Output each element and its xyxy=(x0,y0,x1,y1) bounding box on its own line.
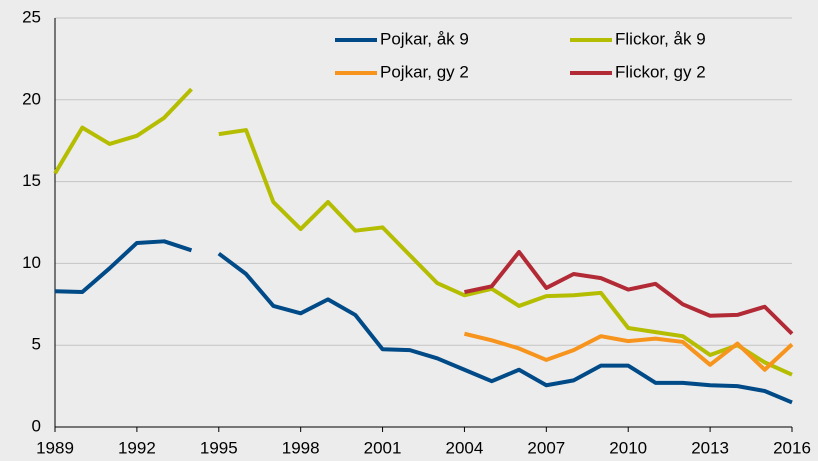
y-tick-label: 5 xyxy=(32,335,41,354)
y-tick-label: 0 xyxy=(32,416,41,435)
x-tick-label: 1992 xyxy=(118,438,156,457)
y-tick-label: 25 xyxy=(22,7,41,26)
x-tick-label: 2007 xyxy=(527,438,565,457)
y-tick-label: 10 xyxy=(22,253,41,272)
legend-label: Pojkar, åk 9 xyxy=(380,29,469,48)
line-series xyxy=(463,331,794,372)
x-tick-label: 1995 xyxy=(200,438,238,457)
x-tick-label: 2013 xyxy=(691,438,729,457)
legend-label: Flickor, åk 9 xyxy=(615,29,706,48)
x-tick-label: 1989 xyxy=(36,438,74,457)
legend-label: Pojkar, gy 2 xyxy=(380,62,469,81)
x-tick-label: 2001 xyxy=(364,438,402,457)
y-tick-label: 15 xyxy=(22,171,41,190)
y-tick-label: 20 xyxy=(22,89,41,108)
x-tick-label: 2004 xyxy=(446,438,484,457)
line-series xyxy=(53,87,793,377)
x-tick-label: 2010 xyxy=(609,438,647,457)
x-tick-label: 1998 xyxy=(282,438,320,457)
line-series xyxy=(54,239,793,405)
legend-label: Flickor, gy 2 xyxy=(615,62,706,81)
line-series xyxy=(464,249,794,336)
x-tick-label: 2016 xyxy=(773,438,811,457)
